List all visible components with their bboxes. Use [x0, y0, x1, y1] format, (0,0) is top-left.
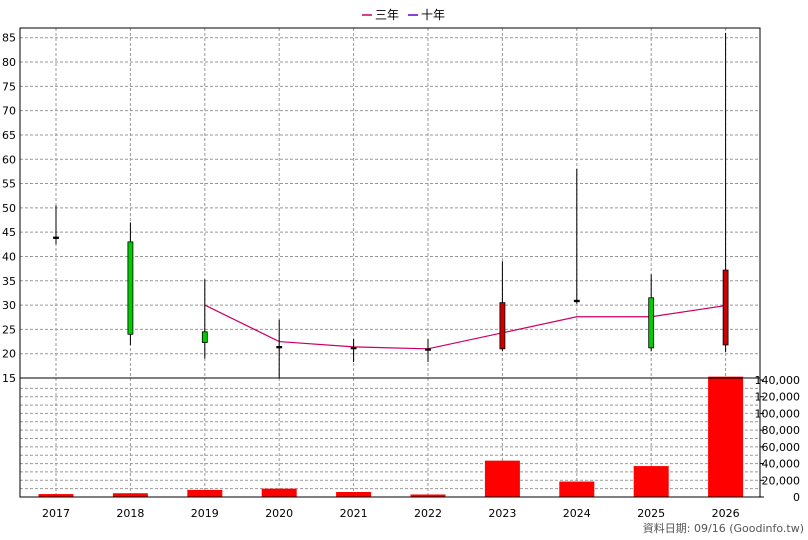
price-axis: 15 20 25 30 35 40 45 50 55 60 65 70 75 80 85	[2, 32, 16, 385]
candle-body	[53, 236, 59, 239]
price-tick-label: 55	[2, 178, 16, 191]
candle-body	[425, 348, 431, 351]
price-tick-label: 65	[2, 129, 16, 142]
candle-body	[648, 297, 655, 349]
volume-tick-label: 140,000	[755, 374, 801, 387]
volume-bar	[559, 481, 595, 497]
price-tick-label: 20	[2, 348, 16, 361]
x-tick-label: 2019	[191, 507, 219, 520]
price-tick-label: 70	[2, 105, 16, 118]
data-date-footer: 資料日期: 09/16 (Goodinfo.tw)	[643, 521, 804, 535]
moving-average-lines	[204, 304, 726, 350]
volume-axis: 0 20,000 40,000 60,000 80,000 100,000 120,000 1…	[755, 374, 801, 504]
volume-tick-label: 0	[793, 491, 800, 504]
volume-tick-label: 100,000	[755, 407, 801, 420]
price-tick-label: 40	[2, 250, 16, 263]
volume-bar	[187, 489, 223, 497]
candle-body	[201, 331, 208, 343]
legend-label-3y: 三年	[375, 8, 399, 22]
x-tick-label: 2023	[488, 507, 516, 520]
x-axis: 2017 2018 2019 2020 2021 2022 2023 2024 2025 2026	[42, 507, 740, 520]
x-tick-label: 2017	[42, 507, 70, 520]
ma-line-3y	[204, 304, 726, 350]
price-tick-label: 15	[2, 372, 16, 385]
candle-body	[127, 241, 134, 335]
x-tick-label: 2022	[414, 507, 442, 520]
price-tick-label: 45	[2, 226, 16, 239]
price-tick-label: 85	[2, 32, 16, 45]
x-tick-label: 2026	[712, 507, 740, 520]
volume-bar	[38, 494, 74, 497]
volume-tick-label: 60,000	[762, 441, 801, 454]
volume-bar	[261, 488, 297, 497]
volume-tick-label: 20,000	[762, 474, 801, 487]
volume-panel-frame	[19, 377, 761, 498]
candle-body	[499, 302, 506, 350]
volume-bar	[633, 466, 669, 497]
candle-body	[573, 299, 580, 303]
price-tick-label: 25	[2, 323, 16, 336]
volume-bar	[112, 493, 148, 497]
x-tick-label: 2018	[116, 507, 144, 520]
volume-tick-label: 120,000	[755, 391, 801, 404]
candle-body	[722, 269, 729, 346]
x-tick-label: 2021	[340, 507, 368, 520]
price-tick-label: 80	[2, 56, 16, 69]
price-tick-label: 60	[2, 153, 16, 166]
x-tick-label: 2024	[563, 507, 591, 520]
candle-body	[350, 346, 357, 350]
volume-tick-label: 40,000	[762, 458, 801, 471]
volume-bar	[708, 376, 744, 497]
candle-body	[276, 346, 283, 349]
price-tick-label: 30	[2, 299, 16, 312]
volume-tick-label: 80,000	[762, 424, 801, 437]
volume-bar	[336, 491, 372, 497]
price-tick-label: 35	[2, 275, 16, 288]
price-tick-label: 50	[2, 202, 16, 215]
x-tick-label: 2025	[637, 507, 665, 520]
volume-bars	[38, 376, 744, 497]
volume-bar	[484, 460, 520, 497]
x-tick-label: 2020	[265, 507, 293, 520]
candlesticks	[53, 32, 729, 378]
plot-frames	[19, 27, 761, 498]
volume-bar	[410, 494, 446, 497]
price-tick-label: 75	[2, 80, 16, 93]
legend-label-10y: 十年	[421, 8, 445, 22]
legend: 三年 十年	[362, 8, 445, 22]
